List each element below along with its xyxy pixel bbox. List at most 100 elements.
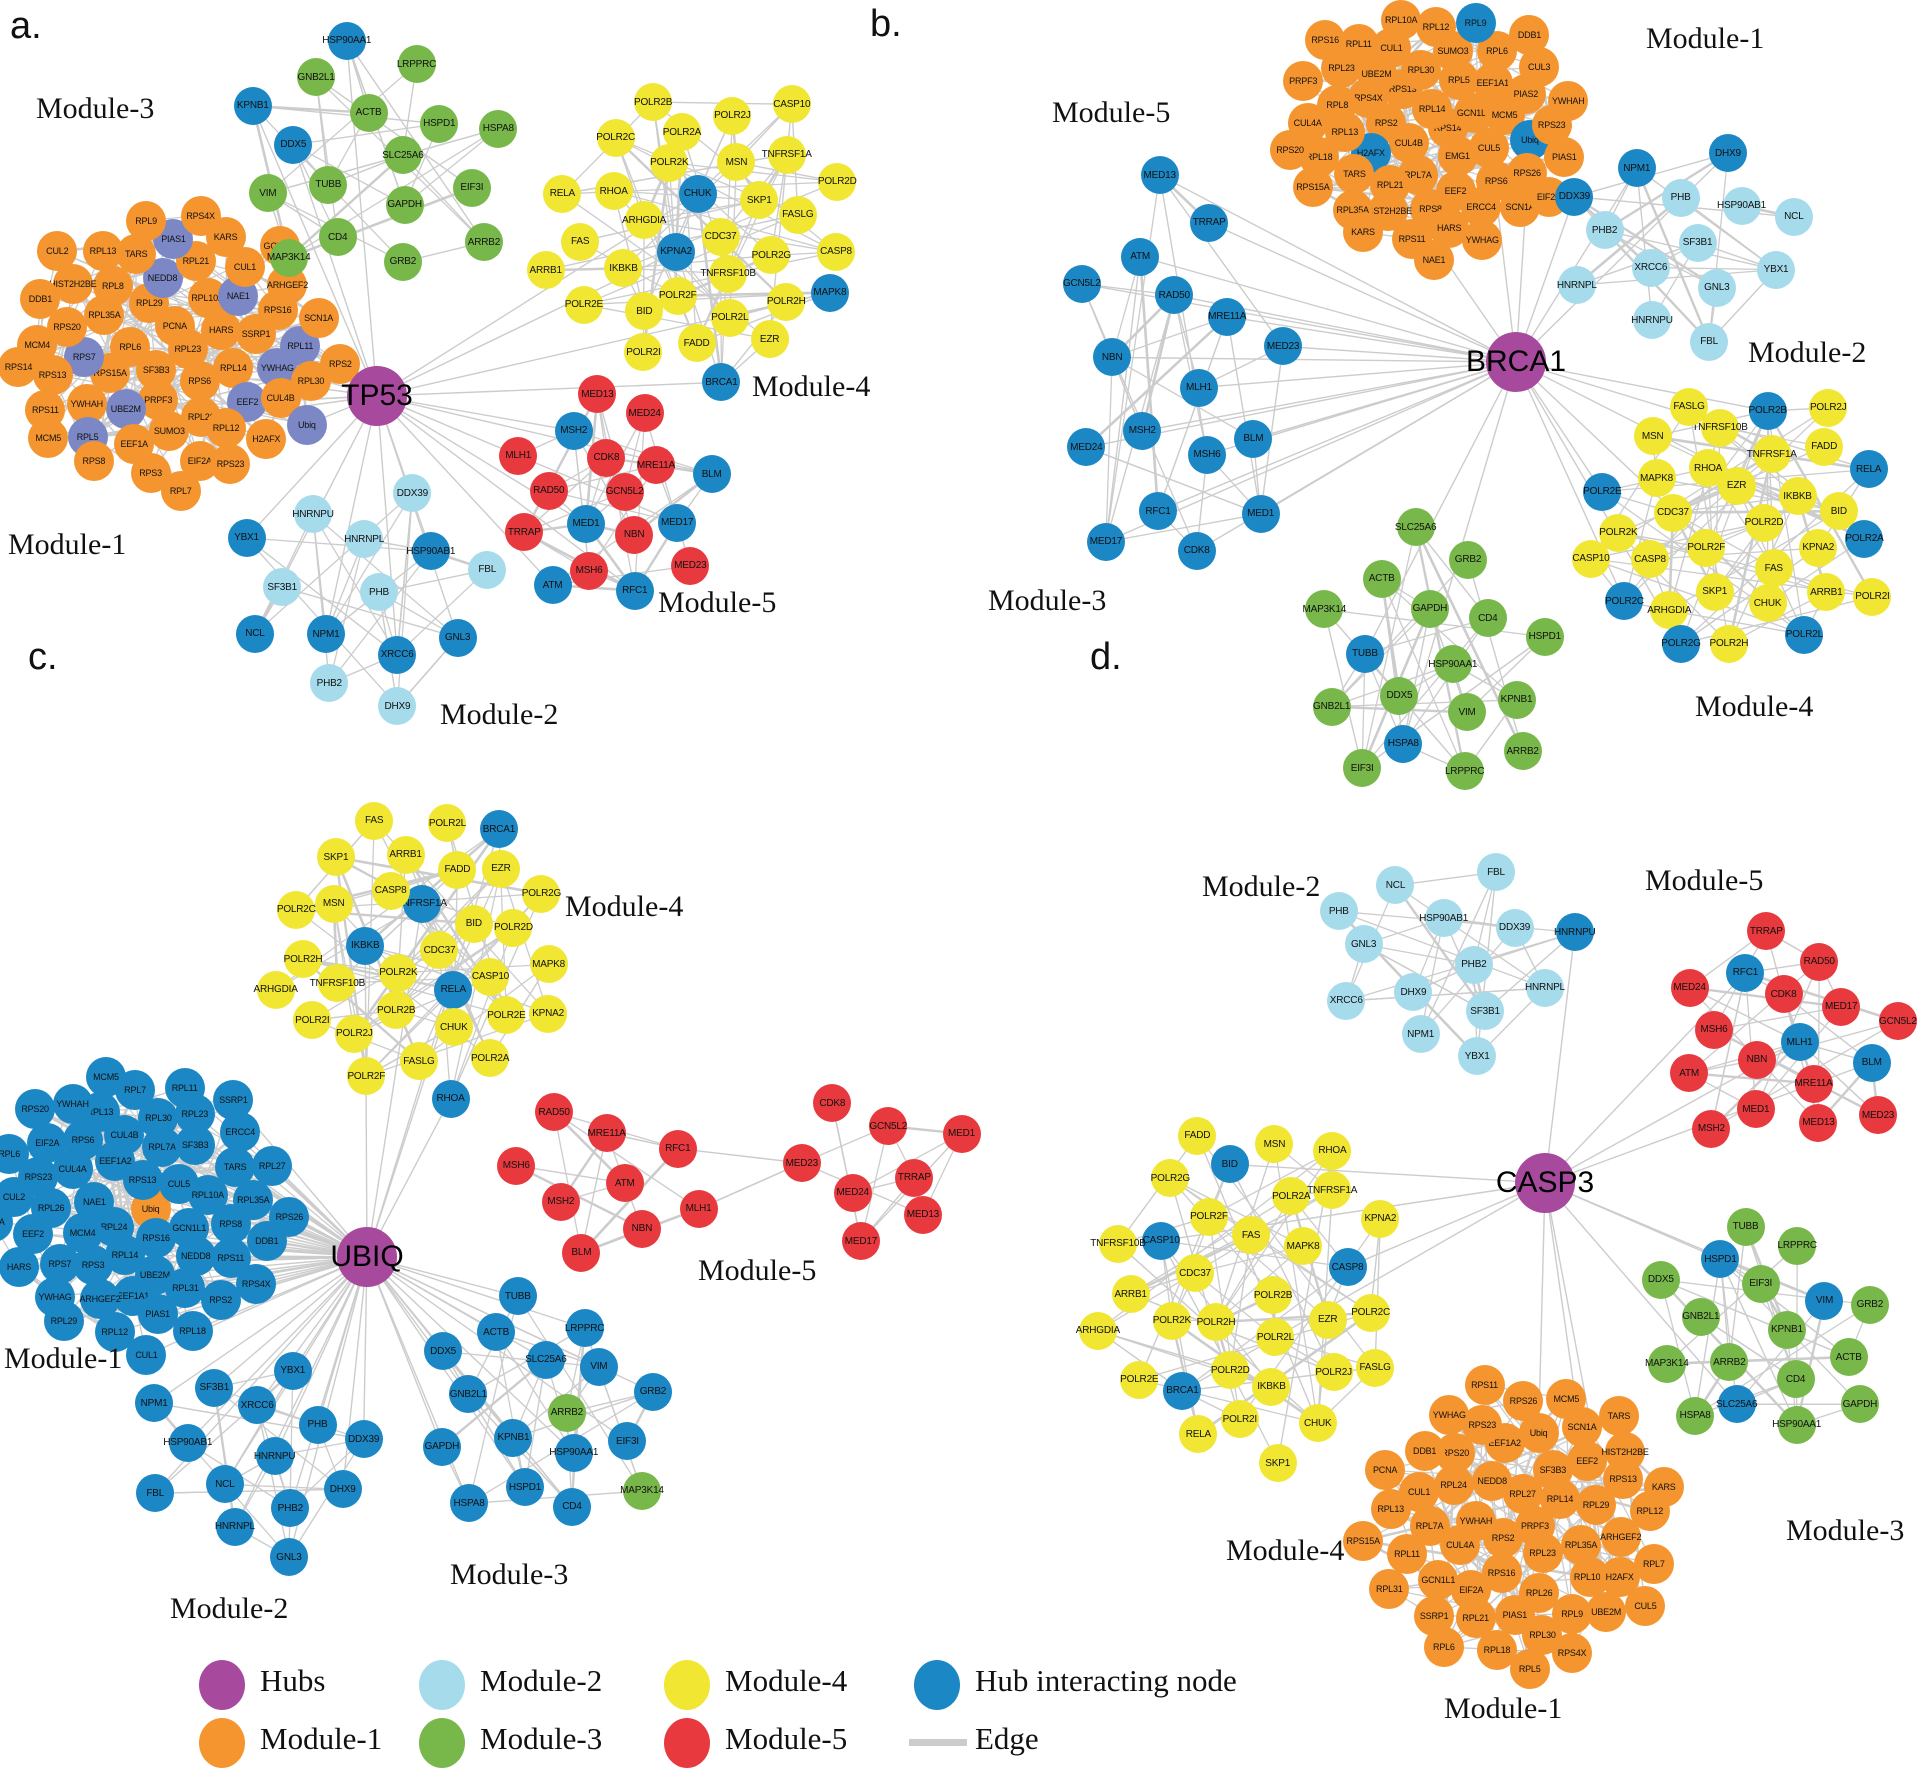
node-EEF2[interactable]: EEF2	[1567, 1441, 1608, 1482]
node-POLR2D[interactable]: POLR2D	[494, 908, 533, 947]
node-SF3B1[interactable]: SF3B1	[195, 1368, 234, 1407]
node-BRCA1[interactable]: BRCA1	[1163, 1371, 1202, 1410]
node-HIST2H2BE[interactable]: HIST2H2BE	[1601, 1431, 1649, 1472]
node-CASP8[interactable]: CASP8	[817, 232, 856, 271]
node-MSH2[interactable]: MSH2	[1123, 411, 1162, 450]
node-MSN[interactable]: MSN	[1255, 1125, 1294, 1164]
node-KARS[interactable]: KARS	[1643, 1467, 1684, 1508]
node-POLR2I[interactable]: POLR2I	[1220, 1400, 1259, 1439]
node-RPS11[interactable]: RPS11	[1464, 1365, 1505, 1406]
node-NPM1[interactable]: NPM1	[1617, 149, 1656, 188]
node-ARRB2[interactable]: ARRB2	[1710, 1343, 1749, 1382]
node-RPS8[interactable]: RPS8	[73, 441, 114, 482]
node-MSN[interactable]: MSN	[314, 884, 353, 923]
node-TRRAP[interactable]: TRRAP	[505, 513, 544, 552]
node-RFC1[interactable]: RFC1	[1139, 492, 1178, 531]
node-YWHAH[interactable]: YWHAH	[1548, 80, 1589, 121]
node-IKBKB[interactable]: IKBKB	[346, 926, 385, 965]
node-ATM[interactable]: ATM	[1121, 237, 1160, 276]
node-IKBKB[interactable]: IKBKB	[1778, 477, 1817, 516]
node-RPL9[interactable]: RPL9	[1455, 3, 1496, 44]
node-VIM[interactable]: VIM	[248, 174, 287, 213]
node-POLR2K[interactable]: POLR2K	[1153, 1301, 1191, 1340]
node-MAPK8[interactable]: MAPK8	[529, 945, 568, 984]
node-POLR2B[interactable]: POLR2B	[1749, 391, 1787, 430]
node-MAP3K14[interactable]: MAP3K14	[267, 238, 311, 277]
node-ARRB1[interactable]: ARRB1	[386, 835, 425, 874]
node-NBN[interactable]: NBN	[1737, 1040, 1776, 1079]
node-TUBB[interactable]: TUBB	[1345, 634, 1384, 673]
node-POLR2L[interactable]: POLR2L	[1785, 615, 1824, 654]
node-POLR2L[interactable]: POLR2L	[710, 298, 749, 337]
node-LRPPRC[interactable]: LRPPRC	[1445, 752, 1485, 791]
node-TRRAP[interactable]: TRRAP	[1190, 203, 1229, 242]
node-CDC37[interactable]: CDC37	[420, 931, 459, 970]
node-NPM1[interactable]: NPM1	[307, 615, 345, 654]
node-HSPD1[interactable]: HSPD1	[1525, 617, 1564, 656]
node-POLR2I[interactable]: POLR2I	[624, 333, 663, 372]
node-POLR2J[interactable]: POLR2J	[1314, 1353, 1353, 1392]
node-MSH6[interactable]: MSH6	[497, 1146, 536, 1185]
node-POLR2B[interactable]: POLR2B	[377, 991, 416, 1030]
node-RPS15A[interactable]: RPS15A	[1343, 1520, 1384, 1561]
node-MED13[interactable]: MED13	[578, 375, 617, 414]
node-RPL12[interactable]: RPL12	[1415, 7, 1456, 48]
node-FASLG[interactable]: FASLG	[1670, 387, 1709, 426]
node-CASP10[interactable]: CASP10	[1142, 1221, 1181, 1260]
node-MED13[interactable]: MED13	[1140, 156, 1179, 195]
node-MLH1[interactable]: MLH1	[679, 1189, 718, 1228]
node-RELA[interactable]: RELA	[1179, 1415, 1218, 1454]
node-XRCC6[interactable]: XRCC6	[1327, 981, 1366, 1020]
node-PHB2[interactable]: PHB2	[1585, 211, 1624, 250]
node-TRRAP[interactable]: TRRAP	[895, 1158, 934, 1197]
node-MED17[interactable]: MED17	[1086, 522, 1125, 561]
node-POLR2C[interactable]: POLR2C	[596, 118, 635, 157]
node-SKP1[interactable]: SKP1	[1695, 572, 1734, 611]
node-POLR2E[interactable]: POLR2E	[487, 996, 526, 1035]
node-POLR2F[interactable]: POLR2F	[347, 1057, 385, 1096]
node-RPL29[interactable]: RPL29	[1575, 1485, 1616, 1526]
node-GRB2[interactable]: GRB2	[1850, 1285, 1889, 1324]
node-FADD[interactable]: FADD	[677, 324, 716, 363]
node-RPL13[interactable]: RPL13	[1370, 1489, 1411, 1530]
node-DHX9[interactable]: DHX9	[378, 687, 417, 726]
node-POLR2H[interactable]: POLR2H	[1197, 1303, 1236, 1342]
node-POLR2E[interactable]: POLR2E	[565, 285, 603, 324]
node-CHUK[interactable]: CHUK	[1298, 1404, 1337, 1443]
node-PHB[interactable]: PHB	[1661, 178, 1700, 217]
node-SF3B1[interactable]: SF3B1	[263, 568, 302, 607]
node-RPL11[interactable]: RPL11	[1338, 24, 1379, 65]
node-EZR[interactable]: EZR	[481, 849, 520, 888]
node-SKP1[interactable]: SKP1	[740, 181, 779, 220]
node-MED23[interactable]: MED23	[782, 1144, 821, 1183]
node-ARHGDIA[interactable]: ARHGDIA	[1647, 591, 1692, 630]
node-KPNB1[interactable]: KPNB1	[233, 86, 272, 125]
node-RPL14[interactable]: RPL14	[213, 347, 254, 388]
node-EEF2[interactable]: EEF2	[13, 1213, 54, 1254]
node-POLR2C[interactable]: POLR2C	[277, 890, 316, 929]
node-POLR2C[interactable]: POLR2C	[1605, 582, 1644, 621]
node-RPL10A[interactable]: RPL10A	[1381, 0, 1422, 41]
node-RPL35A[interactable]: RPL35A	[233, 1180, 274, 1221]
node-SSRP1[interactable]: SSRP1	[213, 1079, 254, 1120]
node-RPL12[interactable]: RPL12	[206, 407, 246, 448]
node-MED24[interactable]: MED24	[833, 1173, 872, 1212]
node-RHOA[interactable]: RHOA	[431, 1079, 470, 1118]
node-RPS13[interactable]: RPS13	[122, 1159, 163, 1200]
node-DDX39[interactable]: DDX39	[393, 474, 432, 513]
node-EZR[interactable]: EZR	[750, 320, 789, 359]
node-NEDD8[interactable]: NEDD8	[1472, 1460, 1513, 1501]
node-MSH2[interactable]: MSH2	[1692, 1109, 1731, 1148]
node-CASP8[interactable]: CASP8	[1631, 540, 1670, 579]
node-RELA[interactable]: RELA	[1849, 450, 1888, 489]
node-HNRNPU[interactable]: HNRNPU	[254, 1437, 296, 1476]
node-MED13[interactable]: MED13	[1799, 1103, 1838, 1142]
node-MCM4[interactable]: MCM4	[17, 324, 58, 365]
node-PRPF3[interactable]: PRPF3	[1283, 61, 1324, 102]
node-FAS[interactable]: FAS	[1754, 549, 1793, 588]
node-MCM5[interactable]: MCM5	[28, 417, 69, 458]
node-SF3B1[interactable]: SF3B1	[1678, 223, 1717, 262]
node-HSPA8[interactable]: HSPA8	[450, 1484, 489, 1523]
node-MED23[interactable]: MED23	[671, 546, 710, 585]
node-CDK8[interactable]: CDK8	[1764, 975, 1803, 1014]
